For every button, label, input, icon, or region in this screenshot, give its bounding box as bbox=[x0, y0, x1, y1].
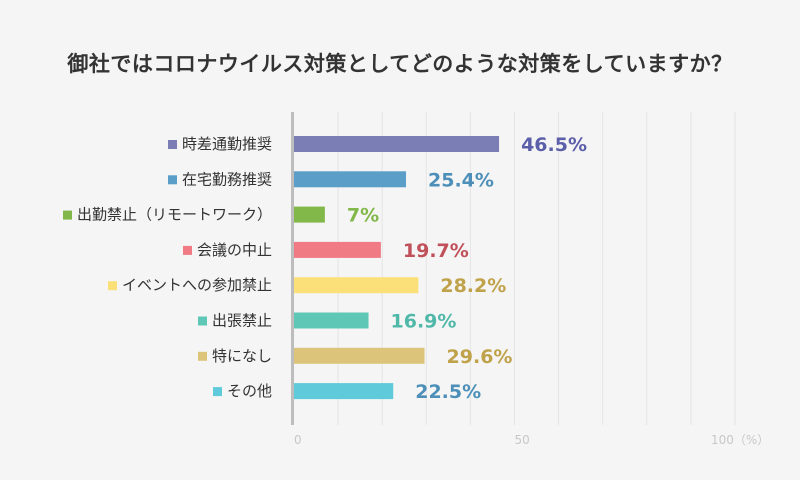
legend-swatch bbox=[198, 316, 207, 326]
bar bbox=[294, 277, 419, 294]
legend-swatch bbox=[168, 140, 177, 149]
category-label: 特になし bbox=[212, 347, 272, 365]
legend-swatch bbox=[213, 387, 222, 397]
y-axis-line bbox=[291, 112, 294, 425]
x-tick-label: 100（%） bbox=[711, 433, 769, 447]
chart-title: 御社ではコロナウイルス対策としてどのような対策をしていますか？ bbox=[67, 52, 733, 76]
legend-swatch bbox=[168, 175, 177, 185]
category-label: 出張禁止 bbox=[212, 312, 272, 330]
bar bbox=[294, 206, 325, 223]
legend-swatch bbox=[198, 351, 207, 361]
value-label: 29.6% bbox=[447, 346, 513, 368]
value-label: 46.5% bbox=[521, 134, 587, 156]
bar bbox=[294, 383, 394, 400]
legend-swatch bbox=[63, 210, 72, 220]
bar bbox=[294, 312, 369, 329]
bar bbox=[294, 347, 425, 364]
x-tick-label: 0 bbox=[294, 433, 302, 447]
category-label: イベントへの参加禁止 bbox=[122, 276, 272, 294]
value-label: 25.4% bbox=[428, 169, 494, 191]
bar bbox=[294, 241, 381, 258]
value-label: 22.5% bbox=[415, 381, 481, 403]
x-tick-label: 50 bbox=[515, 433, 530, 447]
value-label: 16.9% bbox=[391, 311, 457, 333]
category-label: 時差通勤推奨 bbox=[182, 135, 272, 153]
value-label: 7% bbox=[347, 205, 379, 227]
value-label: 28.2% bbox=[440, 275, 506, 297]
category-label: 出勤禁止（リモートワーク） bbox=[77, 206, 272, 224]
category-label: その他 bbox=[227, 382, 272, 400]
category-label: 会議の中止 bbox=[197, 241, 272, 259]
bar bbox=[294, 171, 407, 188]
bar bbox=[294, 136, 500, 152]
value-label: 19.7% bbox=[403, 240, 469, 262]
legend-swatch bbox=[183, 245, 192, 255]
category-label: 在宅勤務推奨 bbox=[182, 170, 272, 188]
legend-swatch bbox=[108, 281, 117, 291]
